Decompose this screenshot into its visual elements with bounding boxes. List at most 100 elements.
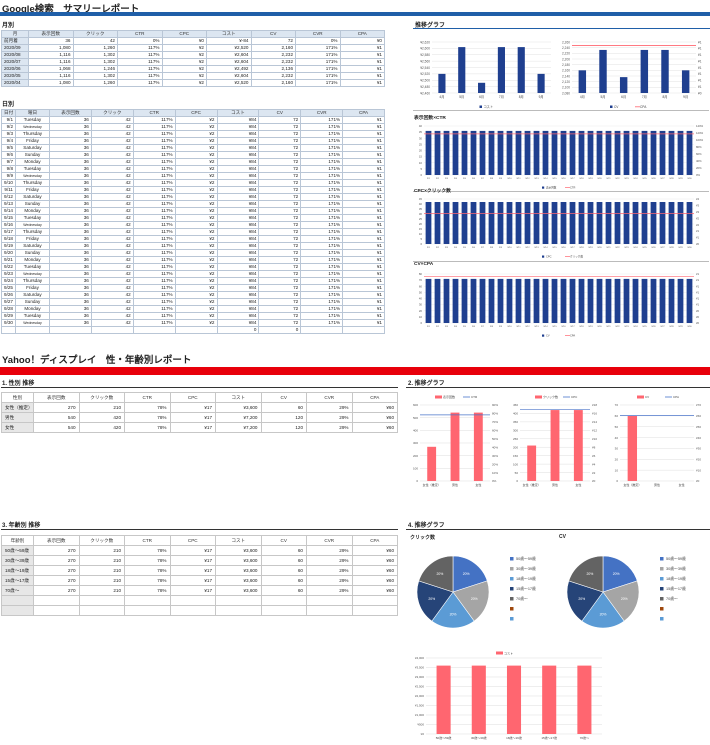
y-tick-label: 10 — [419, 161, 423, 165]
table-cell: 171% — [300, 172, 344, 180]
table-cell: 0% — [117, 37, 163, 45]
weekday-cell: Wednesday — [15, 172, 50, 180]
table-cell: 42 — [90, 242, 134, 250]
table-cell: ¥3,600 — [215, 565, 262, 576]
y-tick-label: 20 — [419, 222, 423, 226]
bar — [659, 130, 666, 175]
bar — [533, 202, 540, 244]
table-row: 9/10 Thursday 36 42 117% ¥2 ¥84 72 171% ¥1 — [1, 179, 385, 187]
table-cell: 60 — [260, 575, 307, 586]
x-tick-label: 9/6 — [472, 178, 476, 180]
y-tick-label: 50 — [615, 425, 619, 429]
table-cell: ¥84 — [216, 249, 260, 257]
legend-swatch — [510, 617, 514, 621]
table-cell: ¥84 — [216, 130, 260, 138]
bar — [578, 202, 585, 244]
table-cell: 72 — [258, 158, 302, 166]
daily-table: 日付 曜日 表示回数 クリック CTR CPC コスト CV CVR CPA 9/1 Tuesday… — [1, 109, 385, 334]
table-cell: 42 — [90, 319, 134, 327]
table-cell: 171% — [300, 284, 344, 292]
y2-tick-label: 30% — [492, 454, 498, 458]
x-tick-label: 8月 — [519, 95, 524, 99]
y-tick-label: 20 — [615, 457, 619, 461]
x-tick-label: 9/12 — [525, 326, 530, 328]
table-cell: ¥2 — [174, 186, 218, 194]
table-cell: ¥2 — [174, 179, 218, 187]
table-row: 9/26 Saturday 36 42 117% ¥2 ¥84 72 171% ¥1 — [1, 291, 385, 299]
x-tick-label: 9/18 — [579, 178, 584, 180]
bar — [650, 202, 657, 244]
table-cell: 42 — [90, 207, 134, 215]
table-cell: 171% — [300, 277, 344, 285]
table-cell: 117% — [132, 186, 176, 194]
x-tick-label: 9月 — [683, 95, 688, 99]
y2-tick-label: ¥1 — [698, 72, 702, 76]
column-header: CV — [258, 109, 302, 117]
table-cell: ¥1 — [339, 58, 385, 66]
table-cell: 36 — [49, 256, 92, 264]
x-tick-label: 男性 — [452, 482, 458, 487]
column-header: CTR — [124, 392, 171, 403]
x-tick-label: 9/21 — [606, 326, 611, 328]
pie-slice — [452, 555, 488, 593]
table-cell: 117% — [132, 179, 176, 187]
table-cell: ¥2 — [174, 284, 218, 292]
table-cell: 72 — [258, 137, 302, 145]
legend-swatch — [542, 255, 545, 258]
y-tick-label: ¥1,500 — [415, 704, 425, 708]
table-cell: 117% — [117, 58, 163, 66]
x-tick-label: 30歳〜39歳 — [471, 735, 487, 740]
bar — [542, 665, 557, 734]
bar — [461, 278, 468, 323]
column-header: CPA — [351, 392, 398, 403]
x-tick-label: 9/9 — [499, 247, 503, 249]
y2-tick-label: 80% — [492, 412, 498, 416]
legend-swatch — [542, 186, 545, 189]
table-cell: 117% — [132, 284, 176, 292]
table-cell: 42 — [90, 298, 134, 306]
y2-tick-label: ¥18 — [592, 403, 597, 407]
table-cell: 171% — [300, 221, 344, 229]
bar — [605, 202, 612, 244]
y-tick-label: 2,160 — [562, 69, 570, 73]
y2-tick-label: ¥0 — [696, 309, 700, 313]
x-tick-label: 9/23 — [624, 247, 629, 249]
table-cell: 29% — [306, 545, 353, 556]
x-tick-label: 9/1 — [427, 247, 431, 249]
table-cell: 36 — [49, 137, 92, 145]
table-cell: ¥1 — [342, 214, 385, 222]
table-cell: ¥1 — [342, 158, 385, 166]
y2-tick-label: ¥1 — [698, 79, 702, 83]
legend-label: CV — [546, 334, 550, 338]
table-cell: 78% — [124, 575, 171, 586]
y-tick-label: 0 — [420, 242, 422, 246]
legend-label: CPA — [673, 395, 679, 399]
table-cell: 42 — [90, 214, 134, 222]
table-cell: 36 — [49, 151, 92, 159]
date-cell: 9/10 — [1, 179, 16, 187]
table-cell: 2,232 — [250, 51, 296, 59]
x-tick-label: 9/21 — [606, 178, 611, 180]
table-cell: ¥84 — [216, 172, 260, 180]
table-cell: ¥17 — [169, 422, 216, 433]
column-header: CTR — [132, 109, 176, 117]
x-tick-label: 9/28 — [669, 247, 674, 249]
pie-data-label: 20% — [600, 613, 607, 617]
bar — [614, 202, 621, 244]
table-cell: 72 — [258, 193, 302, 201]
table-cell: ¥2 — [174, 116, 218, 124]
x-tick-label: 女性 — [679, 482, 685, 487]
column-header: CPA — [342, 109, 385, 117]
table-cell: 72 — [258, 277, 302, 285]
y2-tick-label: ¥0 — [696, 321, 700, 325]
table-cell: 171% — [300, 235, 344, 243]
x-tick-label: 女性（推定） — [423, 482, 441, 487]
date-cell: 9/17 — [1, 228, 16, 236]
table-cell: 29% — [306, 555, 353, 566]
date-cell: 9/12 — [1, 193, 16, 201]
x-tick-label: 9/26 — [651, 326, 656, 328]
bar — [479, 278, 486, 323]
weekday-cell: Tuesday — [15, 116, 50, 124]
table-cell: 36 — [49, 277, 92, 285]
table-cell: ¥84 — [216, 193, 260, 201]
